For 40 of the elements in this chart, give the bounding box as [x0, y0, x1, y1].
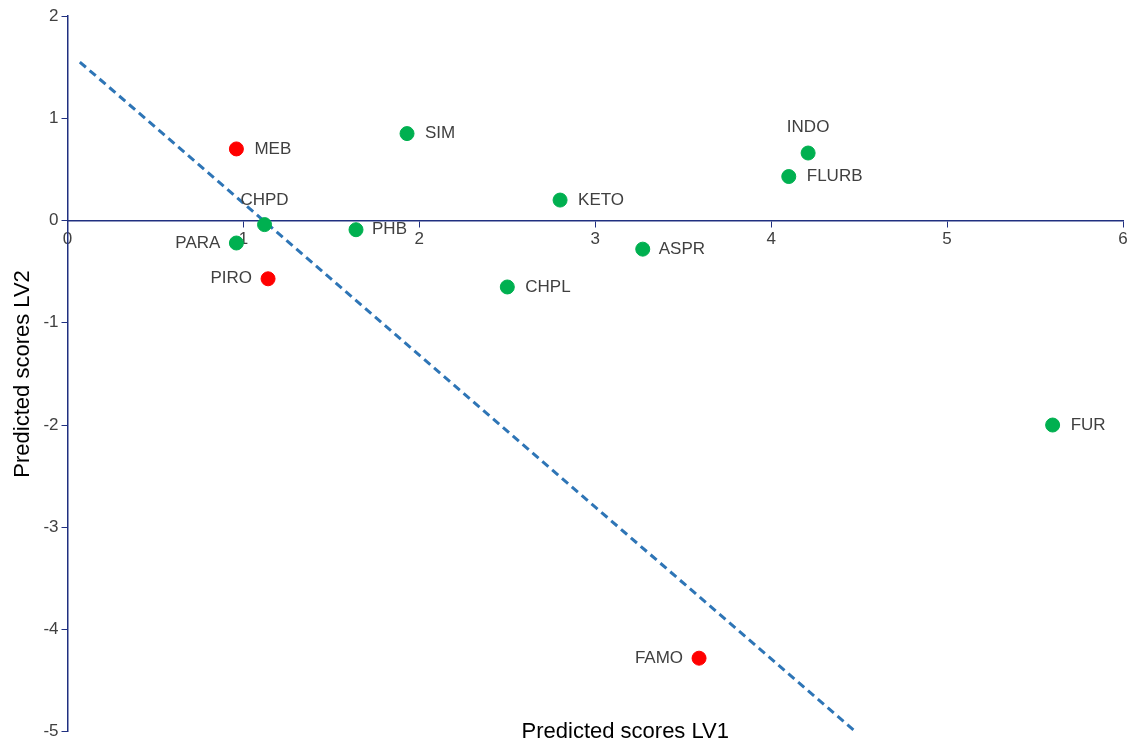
x-axis-title: Predicted scores LV1 — [521, 718, 729, 744]
x-tick-label: 4 — [766, 229, 776, 249]
x-tick-label: 3 — [590, 229, 600, 249]
annotation: PHB — [372, 219, 407, 239]
x-tick-label: 2 — [414, 229, 425, 249]
point — [800, 145, 816, 161]
y-tick-label: 0 — [49, 210, 59, 230]
point — [260, 271, 276, 287]
annotation: ASPR — [658, 238, 706, 258]
y-tick-label: -2 — [43, 414, 59, 434]
y-tick-label: -1 — [43, 312, 59, 332]
annotation: INDO — [786, 116, 830, 136]
annotation: PIRO — [210, 268, 253, 288]
point — [228, 141, 244, 157]
x-tick-label: 6 — [1118, 229, 1128, 249]
point — [499, 279, 515, 295]
annotation: CHPD — [240, 190, 289, 210]
y-axis-title: Predicted scores LV2 — [9, 270, 35, 478]
y-tick-label: -3 — [43, 516, 59, 536]
annotation: FAMO — [634, 647, 684, 667]
annotation: SIM — [425, 123, 456, 143]
y-tick-label: 2 — [49, 5, 59, 25]
annotation: PARA — [175, 232, 222, 252]
point — [1045, 417, 1061, 433]
annotation: FUR — [1070, 414, 1106, 434]
point — [552, 192, 568, 208]
point — [257, 217, 273, 233]
point — [399, 126, 415, 142]
point — [635, 241, 651, 257]
x-tick-label: 5 — [942, 229, 952, 249]
annotation: CHPL — [525, 276, 571, 296]
point — [348, 222, 364, 238]
point — [781, 169, 797, 185]
y-tick-label: -4 — [43, 619, 59, 639]
annotation: MEB — [254, 138, 292, 158]
annotation: FLURB — [806, 166, 863, 186]
y-tick-label: -5 — [43, 721, 59, 741]
point — [691, 650, 707, 666]
annotation: KETO — [578, 189, 625, 209]
y-tick-label: 1 — [49, 107, 59, 127]
